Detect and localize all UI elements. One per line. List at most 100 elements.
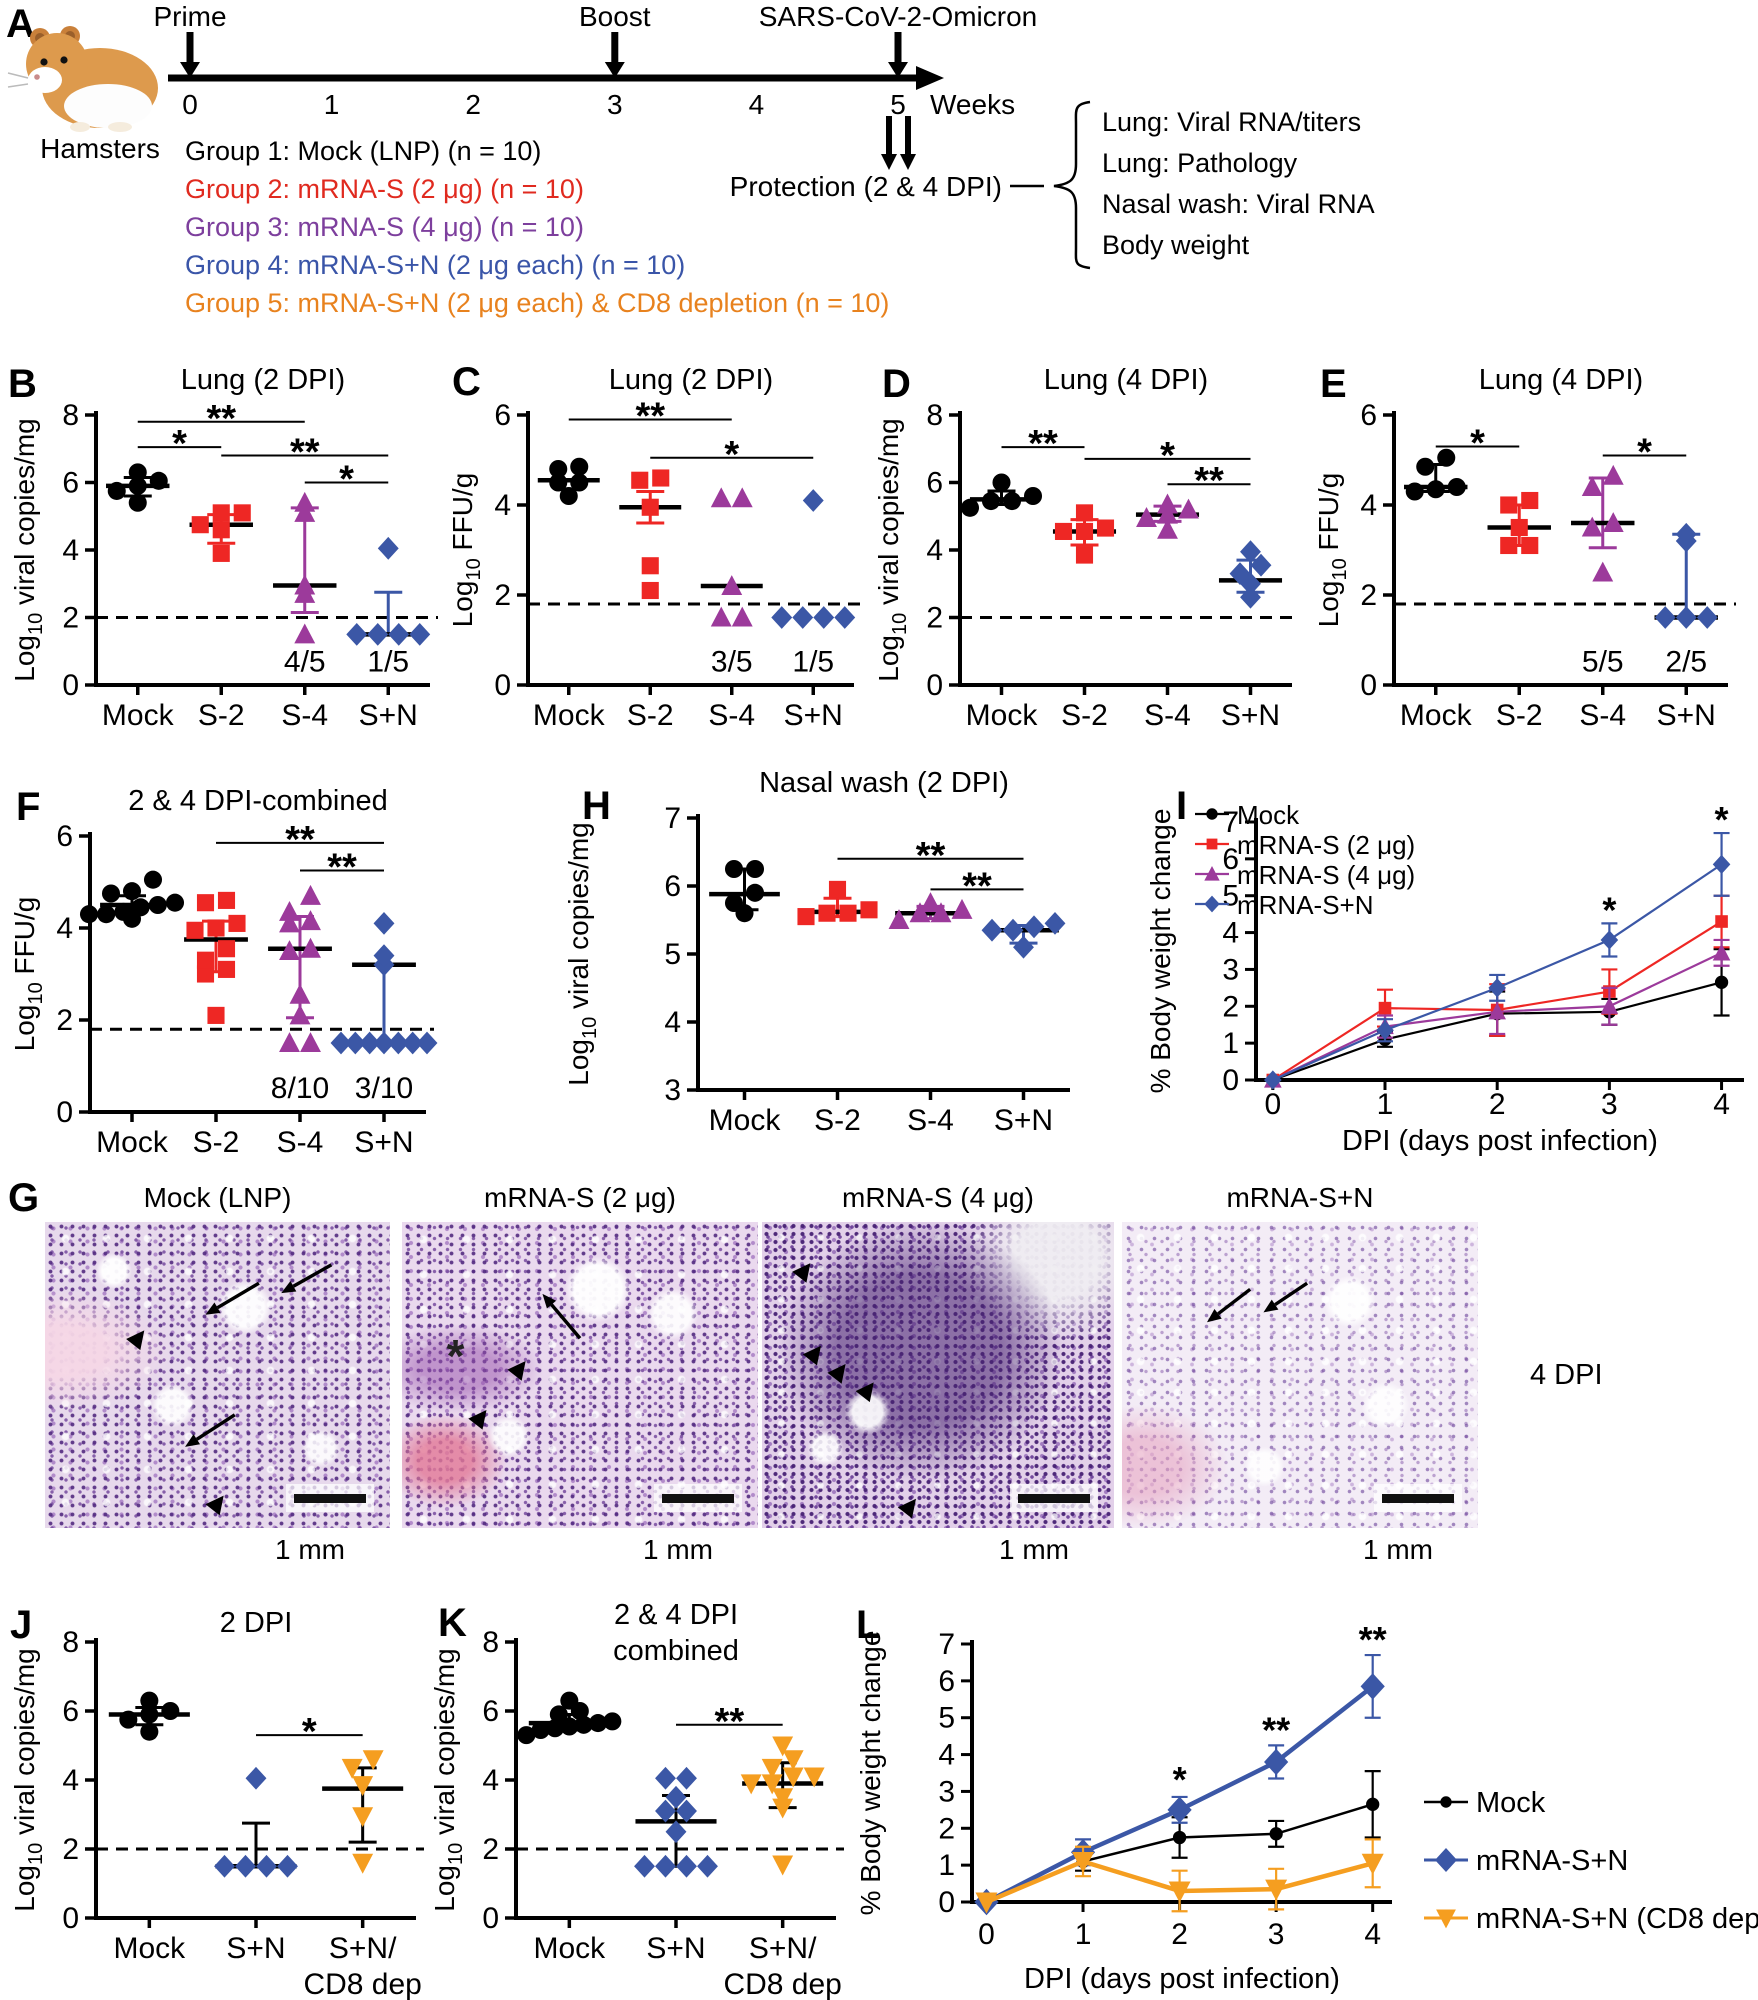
svg-text:mRNA-S+N: mRNA-S+N — [1476, 1845, 1628, 1877]
week-tick-label: 0 — [182, 89, 198, 120]
svg-text:S+N: S+N — [226, 1932, 285, 1965]
svg-text:S+N: S+N — [354, 1126, 413, 1159]
panel-I: I 0 1 2 3 4 5 6 7 0 1 2 3 4 DPI (days post infection) *… — [1140, 766, 1758, 1168]
svg-text:0: 0 — [56, 1096, 73, 1129]
svg-text:3: 3 — [1601, 1088, 1618, 1121]
panel-E-series-S-4 — [1571, 464, 1635, 582]
histology-title-2: mRNA-S (4 μg) — [842, 1182, 1034, 1213]
svg-text:2: 2 — [1489, 1088, 1506, 1121]
scale-bar-label-0: 1 mm — [275, 1534, 345, 1565]
svg-text:mRNA-S (4 μg): mRNA-S (4 μg) — [1237, 860, 1415, 890]
svg-text:S-2: S-2 — [627, 699, 674, 732]
svg-text:4: 4 — [664, 1006, 681, 1039]
histology-annotations-1: * — [446, 1293, 742, 1512]
svg-text:4: 4 — [62, 1764, 79, 1797]
svg-text:8: 8 — [482, 1626, 499, 1659]
svg-text:*: * — [446, 1330, 464, 1382]
group-list: Group 1: Mock (LNP) (n = 10) Group 2: mRN… — [185, 132, 889, 322]
subject-label: Hamsters — [40, 133, 160, 164]
svg-text:2: 2 — [62, 1833, 79, 1866]
svg-text:Log10 viral copies/mg: Log10 viral copies/mg — [873, 418, 911, 681]
scale-bar-label-2: 1 mm — [999, 1534, 1069, 1565]
group-row-4: Group 4: mRNA-S+N (2 μg each) (n = 10) — [185, 250, 686, 280]
panel-F-series-S-4 — [268, 884, 332, 1053]
panel-C-series-Mock — [537, 457, 600, 506]
svg-text:S+N: S+N — [784, 699, 843, 732]
svg-text:Log10 FFU/g: Log10 FFU/g — [1313, 473, 1351, 628]
svg-text:**: ** — [1262, 1709, 1290, 1750]
panel-K-series-S+N — [634, 1766, 718, 1878]
svg-text:0: 0 — [1264, 1088, 1281, 1121]
panel-K-series-S+N/CD8 dep — [740, 1736, 825, 1876]
panel-B-series-S+N — [346, 536, 431, 646]
svg-text:S-4: S-4 — [708, 699, 755, 732]
svg-text:S-2: S-2 — [1496, 699, 1543, 732]
svg-text:**: ** — [327, 847, 357, 889]
timepoint-label: 4 DPI — [1530, 1359, 1603, 1391]
histology-annotations-2 — [792, 1263, 1098, 1519]
panel-D-series-S-4 — [1135, 493, 1200, 539]
svg-text:DPI (days post infection): DPI (days post infection) — [1342, 1125, 1658, 1157]
svg-text:2 DPI: 2 DPI — [220, 1607, 293, 1639]
svg-text:2: 2 — [926, 602, 943, 635]
readout-item-1: Lung: Pathology — [1102, 148, 1298, 178]
svg-text:4: 4 — [1360, 489, 1377, 522]
panel-J-chart: J 0 2 4 6 8 2 DPI * Mock S+N S+N/CD8 dep Log10 vira… — [9, 1603, 424, 2000]
panel-D-series-Mock — [960, 473, 1043, 517]
panel-F-series-Mock — [79, 870, 185, 928]
histology-title-1: mRNA-S (2 μg) — [484, 1182, 676, 1213]
histology-image-2 — [762, 1222, 1114, 1528]
histology-image-1: * — [402, 1222, 758, 1528]
svg-text:E: E — [1320, 362, 1347, 406]
svg-text:S-4: S-4 — [281, 699, 328, 732]
svg-text:6: 6 — [664, 870, 681, 903]
svg-text:Mock: Mock — [533, 699, 606, 732]
svg-text:Log10 viral copies/mg: Log10 viral copies/mg — [9, 1648, 47, 1911]
panel-J: J 0 2 4 6 8 2 DPI * Mock S+N S+N/CD8 dep Log10 vira… — [8, 1600, 428, 2000]
svg-text:% Body weight change: % Body weight change — [855, 1631, 886, 1916]
event-label-1: Boost — [578, 1, 651, 32]
week-tick-label: 2 — [465, 89, 481, 120]
svg-text:**: ** — [1194, 460, 1224, 502]
panel-F-series-S+N — [330, 912, 438, 1055]
svg-text:0: 0 — [62, 669, 79, 702]
svg-text:S+N/: S+N/ — [329, 1932, 397, 1965]
svg-text:6: 6 — [938, 1665, 955, 1698]
svg-text:*: * — [1602, 889, 1616, 930]
svg-text:Nasal wash (2 DPI): Nasal wash (2 DPI) — [759, 767, 1009, 799]
panel-F-series-S-2 — [184, 891, 248, 1024]
svg-text:**: ** — [1359, 1619, 1387, 1660]
svg-text:2 & 4 DPI-combined: 2 & 4 DPI-combined — [128, 785, 388, 817]
svg-text:Lung (4 DPI): Lung (4 DPI) — [1044, 364, 1208, 396]
svg-text:1/5: 1/5 — [792, 646, 834, 679]
histology-title-3: mRNA-S+N — [1226, 1182, 1374, 1213]
panel-H-chart: H 3 4 5 6 7 Nasal wash (2 DPI) ** ** Mock S-2 S-4 S+… — [563, 767, 1070, 1137]
scale-bar-label-3: 1 mm — [1363, 1534, 1433, 1565]
svg-text:*: * — [1715, 799, 1729, 840]
week-tick-label: 5 — [890, 89, 906, 120]
svg-text:0: 0 — [926, 669, 943, 702]
svg-text:4: 4 — [938, 1739, 955, 1772]
svg-text:0: 0 — [494, 669, 511, 702]
weeks-label: Weeks — [930, 89, 1016, 120]
svg-text:Mock: Mock — [96, 1126, 169, 1159]
panel-I-series-mRNA-S (4 μg) — [1264, 938, 1731, 1088]
svg-text:DPI (days post infection): DPI (days post infection) — [1024, 1963, 1340, 1995]
svg-text:S-4: S-4 — [907, 1104, 954, 1137]
panel-J-series-S+N — [214, 1766, 298, 1878]
svg-text:**: ** — [206, 398, 236, 440]
svg-text:3/10: 3/10 — [355, 1072, 413, 1105]
svg-text:**: ** — [1028, 423, 1058, 465]
svg-text:6: 6 — [56, 820, 73, 853]
svg-text:combined: combined — [613, 1635, 739, 1667]
panel-L-series-mRNA-S+N (CD8 dep) — [975, 1838, 1384, 1914]
histology-annotations-3 — [1206, 1281, 1462, 1512]
svg-text:*: * — [1173, 1759, 1187, 1800]
readouts-brace — [1053, 100, 1091, 270]
svg-text:**: ** — [635, 396, 665, 438]
panel-B-series-S-4 — [273, 491, 337, 644]
panel-C-series-S-4 — [700, 487, 763, 627]
